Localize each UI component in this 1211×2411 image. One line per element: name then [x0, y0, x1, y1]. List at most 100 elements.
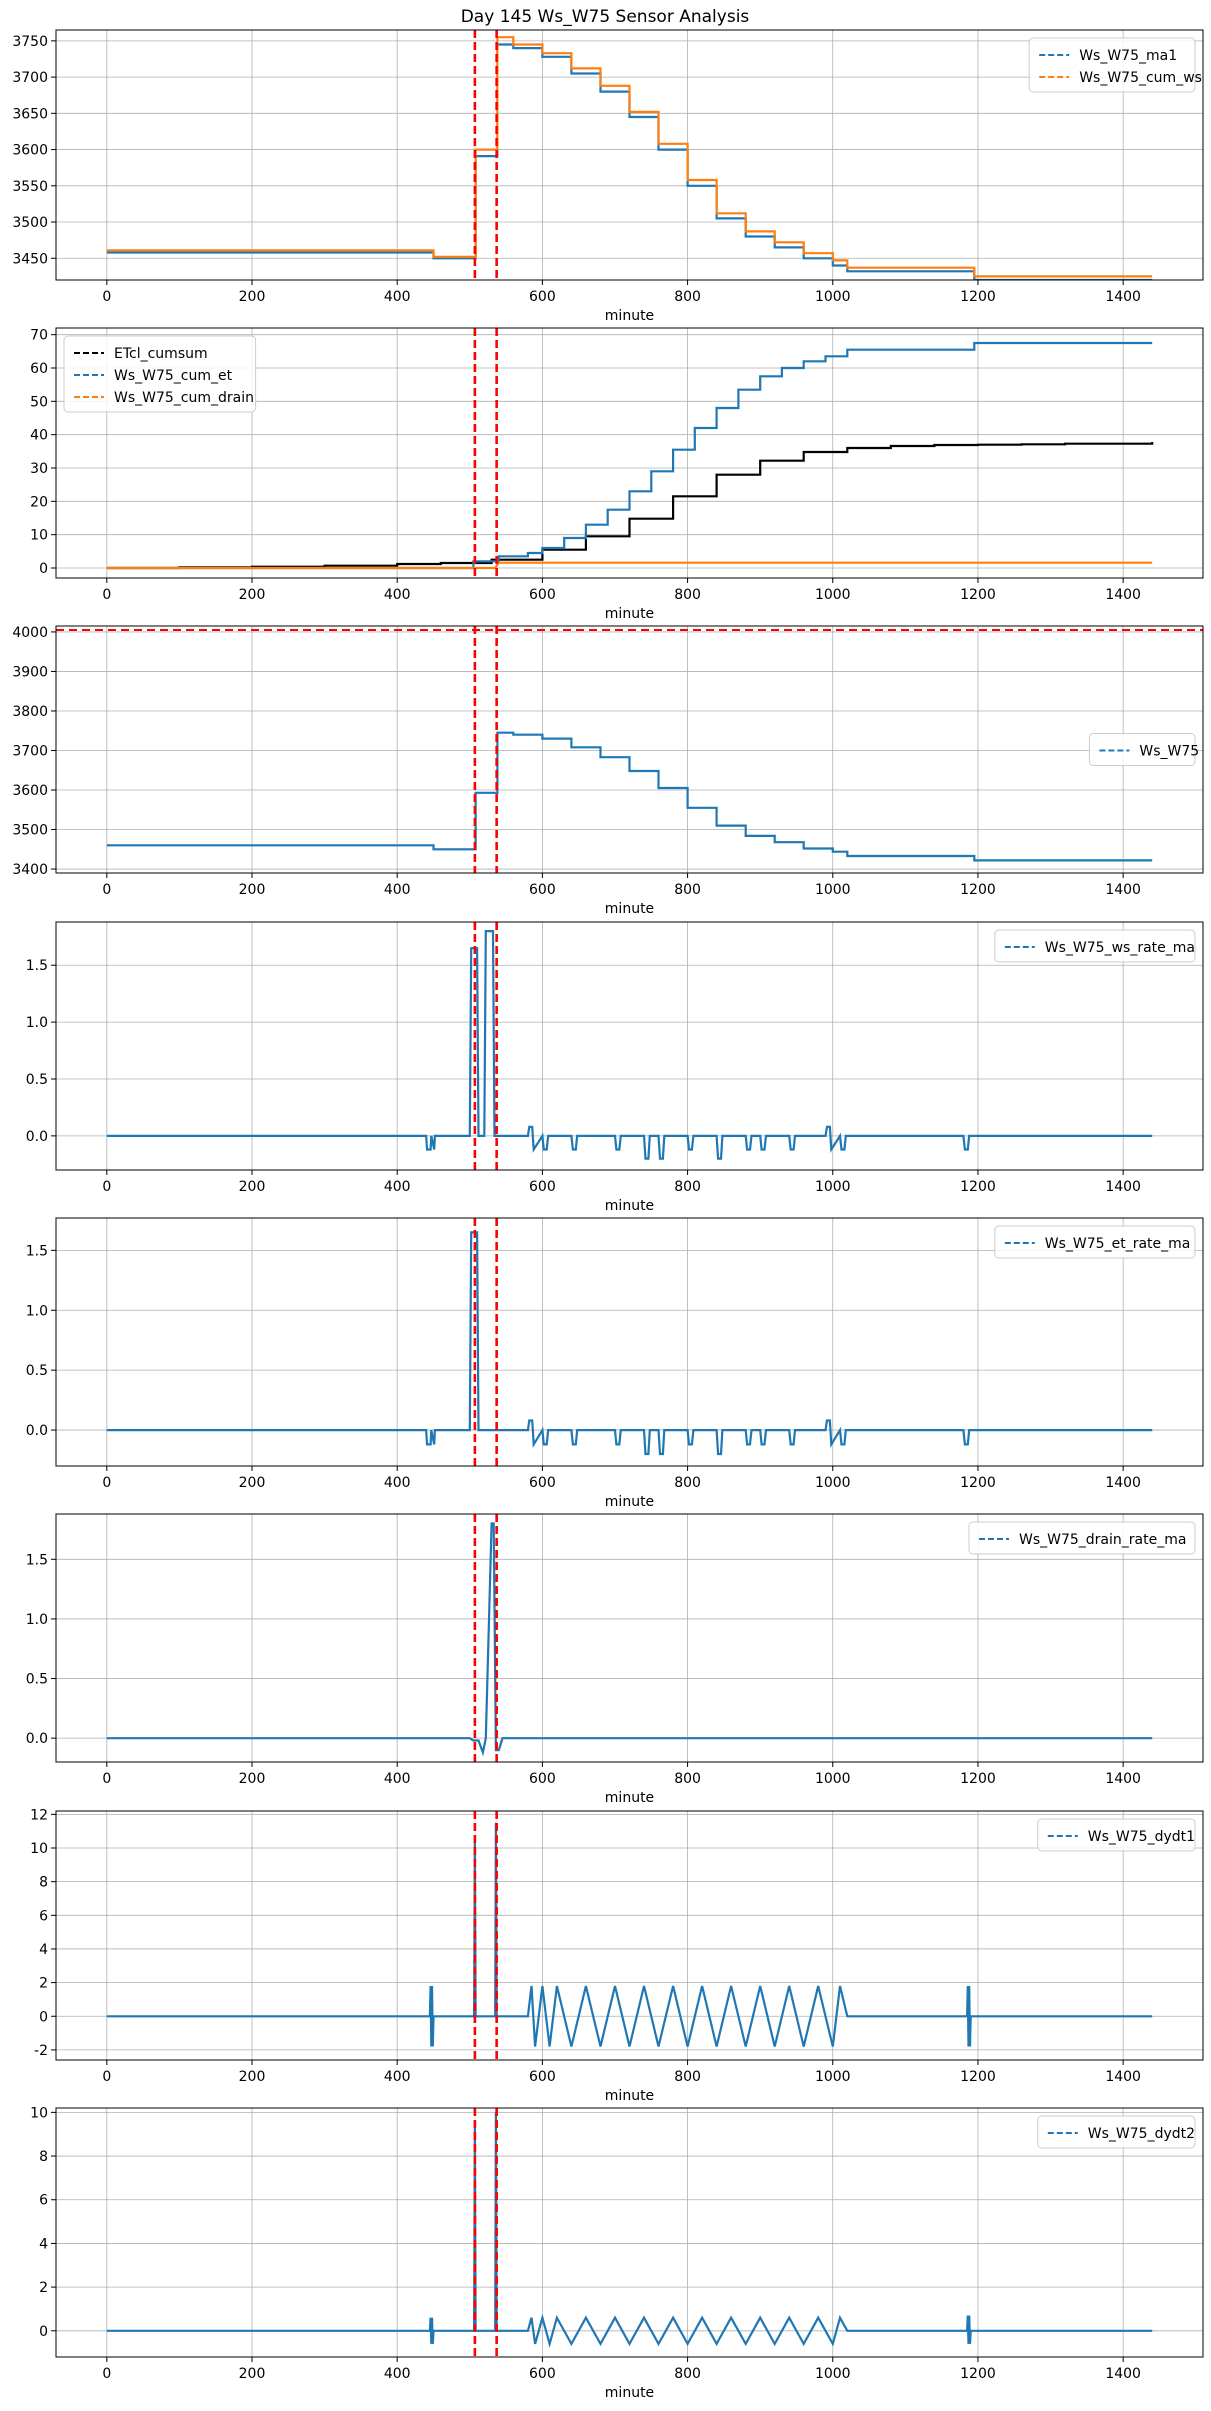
x-tick-label: 200 — [239, 882, 266, 898]
y-tick-label: 3800 — [12, 704, 48, 720]
legend: Ws_W75_drain_rate_ma — [968, 1521, 1196, 1555]
plot-frame — [55, 327, 1204, 579]
x-tick-label: 1400 — [1105, 1475, 1141, 1491]
x-tick-label: 600 — [529, 587, 556, 603]
y-tick-label: 0.0 — [26, 1129, 48, 1145]
x-tick-label: 800 — [674, 2366, 701, 2382]
x-tick-label: 0 — [102, 1179, 111, 1195]
y-tick-label: 1.5 — [26, 958, 48, 974]
x-tick-label: 600 — [529, 1179, 556, 1195]
y-tick-label: 0.5 — [26, 1363, 48, 1379]
legend-entry: ETcl_cumsum — [114, 346, 208, 362]
y-tick-label: 10 — [30, 2105, 48, 2121]
x-tick-label: 400 — [384, 2366, 411, 2382]
x-tick-label: 800 — [674, 289, 701, 305]
series-line-Ws_W75_cum_ws — [106, 36, 1153, 278]
x-tick-label: 1200 — [960, 882, 996, 898]
y-tick-label: 1.5 — [26, 1552, 48, 1568]
legend-box — [1088, 733, 1196, 766]
x-tick-label: 600 — [529, 1771, 556, 1787]
x-tick-label: 0 — [102, 882, 111, 898]
plot-frame — [55, 921, 1204, 1171]
x-tick-label: 800 — [674, 2069, 701, 2085]
y-tick-label: 0.5 — [26, 1672, 48, 1688]
series-line-Ws_W75_drain_rate_ma — [106, 1522, 1153, 1757]
y-tick-label: 30 — [30, 461, 48, 477]
y-tick-label: 3600 — [12, 783, 48, 799]
y-tick-label: 50 — [30, 394, 48, 410]
y-tick-label: 0 — [39, 2009, 48, 2025]
plot-frame — [55, 2107, 1204, 2358]
x-tick-label: 1400 — [1105, 587, 1141, 603]
x-tick-label: 1000 — [815, 1771, 851, 1787]
chart-panel-3: 0 200 400 600 800 1000 1200 1400 3400 3500 3600 370… — [12, 625, 1204, 917]
x-tick-label: 1400 — [1105, 2366, 1141, 2382]
y-tick-label: 4 — [39, 1942, 48, 1958]
y-tick-label: 0.0 — [26, 1423, 48, 1439]
x-tick-label: 600 — [529, 882, 556, 898]
chart-panel-2: 0 200 400 600 800 1000 1200 1400 0 10 20 30 40 50 60 70… — [30, 327, 1204, 622]
series-line-Ws_W75_cum_et — [106, 341, 1153, 570]
x-tick-label: 0 — [102, 2366, 111, 2382]
legend: ETcl_cumsum Ws_W75_cum_et Ws_W75_cum_drain — [63, 335, 257, 413]
y-tick-label: 3700 — [12, 70, 48, 86]
y-tick-label: 3550 — [12, 179, 48, 195]
y-tick-label: 3500 — [12, 215, 48, 231]
legend-box — [994, 1225, 1196, 1259]
x-tick-label: 200 — [239, 1771, 266, 1787]
y-tick-label: 4 — [39, 2236, 48, 2252]
legend-entry: Ws_W75_dydt1 — [1088, 1829, 1195, 1845]
legend-entry: Ws_W75_et_rate_ma — [1045, 1236, 1191, 1252]
legend-entry: Ws_W75_cum_et — [114, 368, 233, 384]
x-axis-label: minute — [605, 1790, 654, 1806]
series-line-Ws_W75_et_rate_ma — [106, 1231, 1153, 1456]
legend-entry: Ws_W75_ma1 — [1079, 48, 1177, 64]
x-tick-label: 600 — [529, 2069, 556, 2085]
x-tick-label: 600 — [529, 289, 556, 305]
x-axis-label: minute — [605, 1198, 654, 1214]
x-tick-label: 0 — [102, 2069, 111, 2085]
legend: Ws_W75_et_rate_ma — [994, 1225, 1196, 1259]
x-tick-label: 0 — [102, 289, 111, 305]
y-tick-label: 2 — [39, 1976, 48, 1992]
x-tick-label: 1400 — [1105, 1179, 1141, 1195]
y-tick-label: 12 — [30, 1807, 48, 1823]
x-axis-label: minute — [605, 606, 654, 622]
x-tick-label: 800 — [674, 1475, 701, 1491]
plot-frame — [55, 1217, 1204, 1467]
legend-entry: Ws_W75_ws_rate_ma — [1045, 940, 1195, 956]
x-tick-label: 400 — [384, 882, 411, 898]
legend: Ws_W75_ws_rate_ma — [994, 929, 1196, 963]
x-tick-label: 400 — [384, 1771, 411, 1787]
x-tick-label: 600 — [529, 2366, 556, 2382]
y-tick-label: 70 — [30, 328, 48, 344]
y-tick-label: 3700 — [12, 743, 48, 759]
plot-frame — [55, 1810, 1204, 2061]
series-line-Ws_W75_ws_rate_ma — [106, 930, 1153, 1160]
plot-frame — [55, 625, 1204, 874]
x-tick-label: 800 — [674, 587, 701, 603]
y-tick-label: 3600 — [12, 143, 48, 159]
x-tick-label: 1000 — [815, 289, 851, 305]
legend-entry: Ws_W75_dydt2 — [1088, 2126, 1195, 2142]
x-tick-label: 1000 — [815, 1475, 851, 1491]
panels-container: 0 200 400 600 800 1000 1200 1400345035003550360… — [12, 29, 1204, 2401]
chart-panel-1: 0 200 400 600 800 1000 1200 1400 3450 3500 3550 360… — [12, 29, 1204, 324]
x-tick-label: 800 — [674, 1771, 701, 1787]
legend: Ws_W75_dydt2 — [1037, 2115, 1196, 2149]
x-axis-label: minute — [605, 2385, 654, 2401]
x-tick-label: 1400 — [1105, 1771, 1141, 1787]
x-tick-label: 1000 — [815, 2366, 851, 2382]
series-line-ETcl_cumsum — [106, 442, 1154, 570]
x-tick-label: 800 — [674, 1179, 701, 1195]
legend-entry: Ws_W75_drain_rate_ma — [1019, 1532, 1186, 1548]
x-tick-label: 200 — [239, 1475, 266, 1491]
y-tick-label: 20 — [30, 494, 48, 510]
y-tick-label: 3650 — [12, 106, 48, 122]
y-tick-label: 8 — [39, 1875, 48, 1891]
x-tick-label: 400 — [384, 289, 411, 305]
legend-box — [994, 929, 1196, 963]
x-tick-label: 1200 — [960, 1475, 996, 1491]
y-tick-label: 1.5 — [26, 1243, 48, 1259]
